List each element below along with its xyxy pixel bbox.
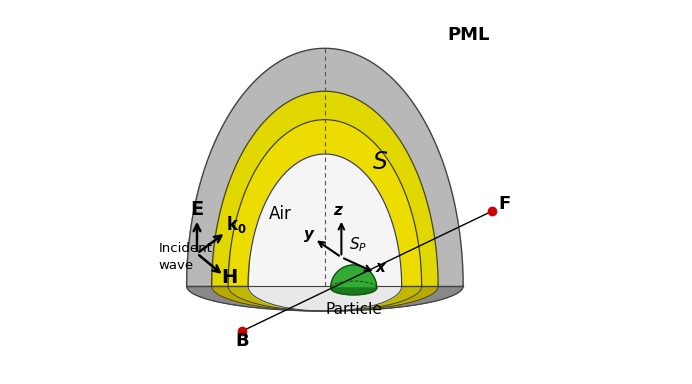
- Text: y: y: [304, 227, 313, 242]
- Polygon shape: [212, 91, 438, 286]
- Polygon shape: [248, 286, 401, 311]
- Polygon shape: [355, 101, 438, 286]
- Polygon shape: [228, 255, 249, 286]
- Polygon shape: [248, 154, 401, 286]
- Text: PML: PML: [448, 26, 490, 44]
- Polygon shape: [331, 288, 376, 295]
- Polygon shape: [212, 243, 230, 286]
- Polygon shape: [187, 286, 463, 311]
- Polygon shape: [187, 227, 215, 286]
- Text: $S_P$: $S_P$: [349, 236, 367, 254]
- Text: F: F: [498, 195, 510, 213]
- Polygon shape: [212, 286, 438, 311]
- Text: S: S: [373, 150, 388, 174]
- Polygon shape: [228, 120, 421, 286]
- Text: H: H: [221, 268, 237, 286]
- Text: E: E: [190, 200, 203, 219]
- Text: Incident
wave: Incident wave: [158, 242, 212, 272]
- Text: Air: Air: [269, 205, 292, 223]
- Text: Particle: Particle: [325, 302, 382, 317]
- Text: z: z: [333, 203, 342, 218]
- Text: $\mathbf{k_0}$: $\mathbf{k_0}$: [226, 214, 247, 235]
- Polygon shape: [341, 51, 463, 286]
- Polygon shape: [187, 48, 463, 286]
- Polygon shape: [228, 286, 421, 311]
- Polygon shape: [331, 265, 376, 288]
- Text: x: x: [376, 260, 385, 275]
- Polygon shape: [212, 98, 301, 286]
- Text: B: B: [235, 332, 249, 349]
- Polygon shape: [187, 51, 307, 286]
